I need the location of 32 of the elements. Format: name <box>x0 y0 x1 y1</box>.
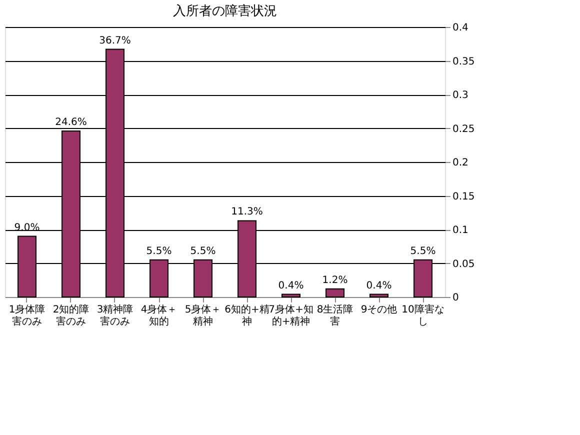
chart-title: 入所者の障害状況 <box>173 3 277 19</box>
x-tick-label: 2知的障害のみ <box>52 304 90 328</box>
x-tick-label: 1身体障害のみ <box>8 304 46 328</box>
y-tick-label: 0.35 <box>452 56 475 68</box>
data-label: 11.3% <box>231 206 263 218</box>
bar <box>326 288 344 298</box>
x-tick-label: 8生活障害 <box>316 304 354 328</box>
y-tick-label: 0.1 <box>452 225 468 236</box>
y-tick-label: 0.05 <box>452 258 475 270</box>
x-tick-label: 10障害なし <box>402 304 444 328</box>
x-tick-label: 9その他 <box>360 304 398 316</box>
x-tick-label: 6知的+精神 <box>224 304 270 328</box>
y-tick-label: 0.3 <box>452 90 468 101</box>
y-tick-label: 0.25 <box>452 124 475 135</box>
x-tick-label: 5身体＋精神 <box>184 304 222 328</box>
x-tick-label: 7身体+知的+精神 <box>268 304 314 328</box>
data-label: 0.4% <box>278 280 304 292</box>
data-label: 5.5% <box>410 246 436 257</box>
data-label: 36.7% <box>99 35 131 46</box>
bar <box>282 294 300 298</box>
y-tick-label: 0.2 <box>452 158 468 168</box>
y-tick-label: 0.4 <box>452 22 468 34</box>
x-tick-label: 3精神障害のみ <box>96 304 134 328</box>
bar <box>370 294 388 298</box>
data-label: 5.5% <box>146 246 172 257</box>
x-tick-label: 4身体＋知的 <box>140 304 178 328</box>
y-tick-label: 0.15 <box>452 191 475 202</box>
data-label: 24.6% <box>55 116 87 128</box>
data-label: 1.2% <box>322 274 348 286</box>
y-tick-label: 0 <box>452 292 459 304</box>
data-label: 5.5% <box>190 246 216 257</box>
data-label: 0.4% <box>366 280 392 292</box>
